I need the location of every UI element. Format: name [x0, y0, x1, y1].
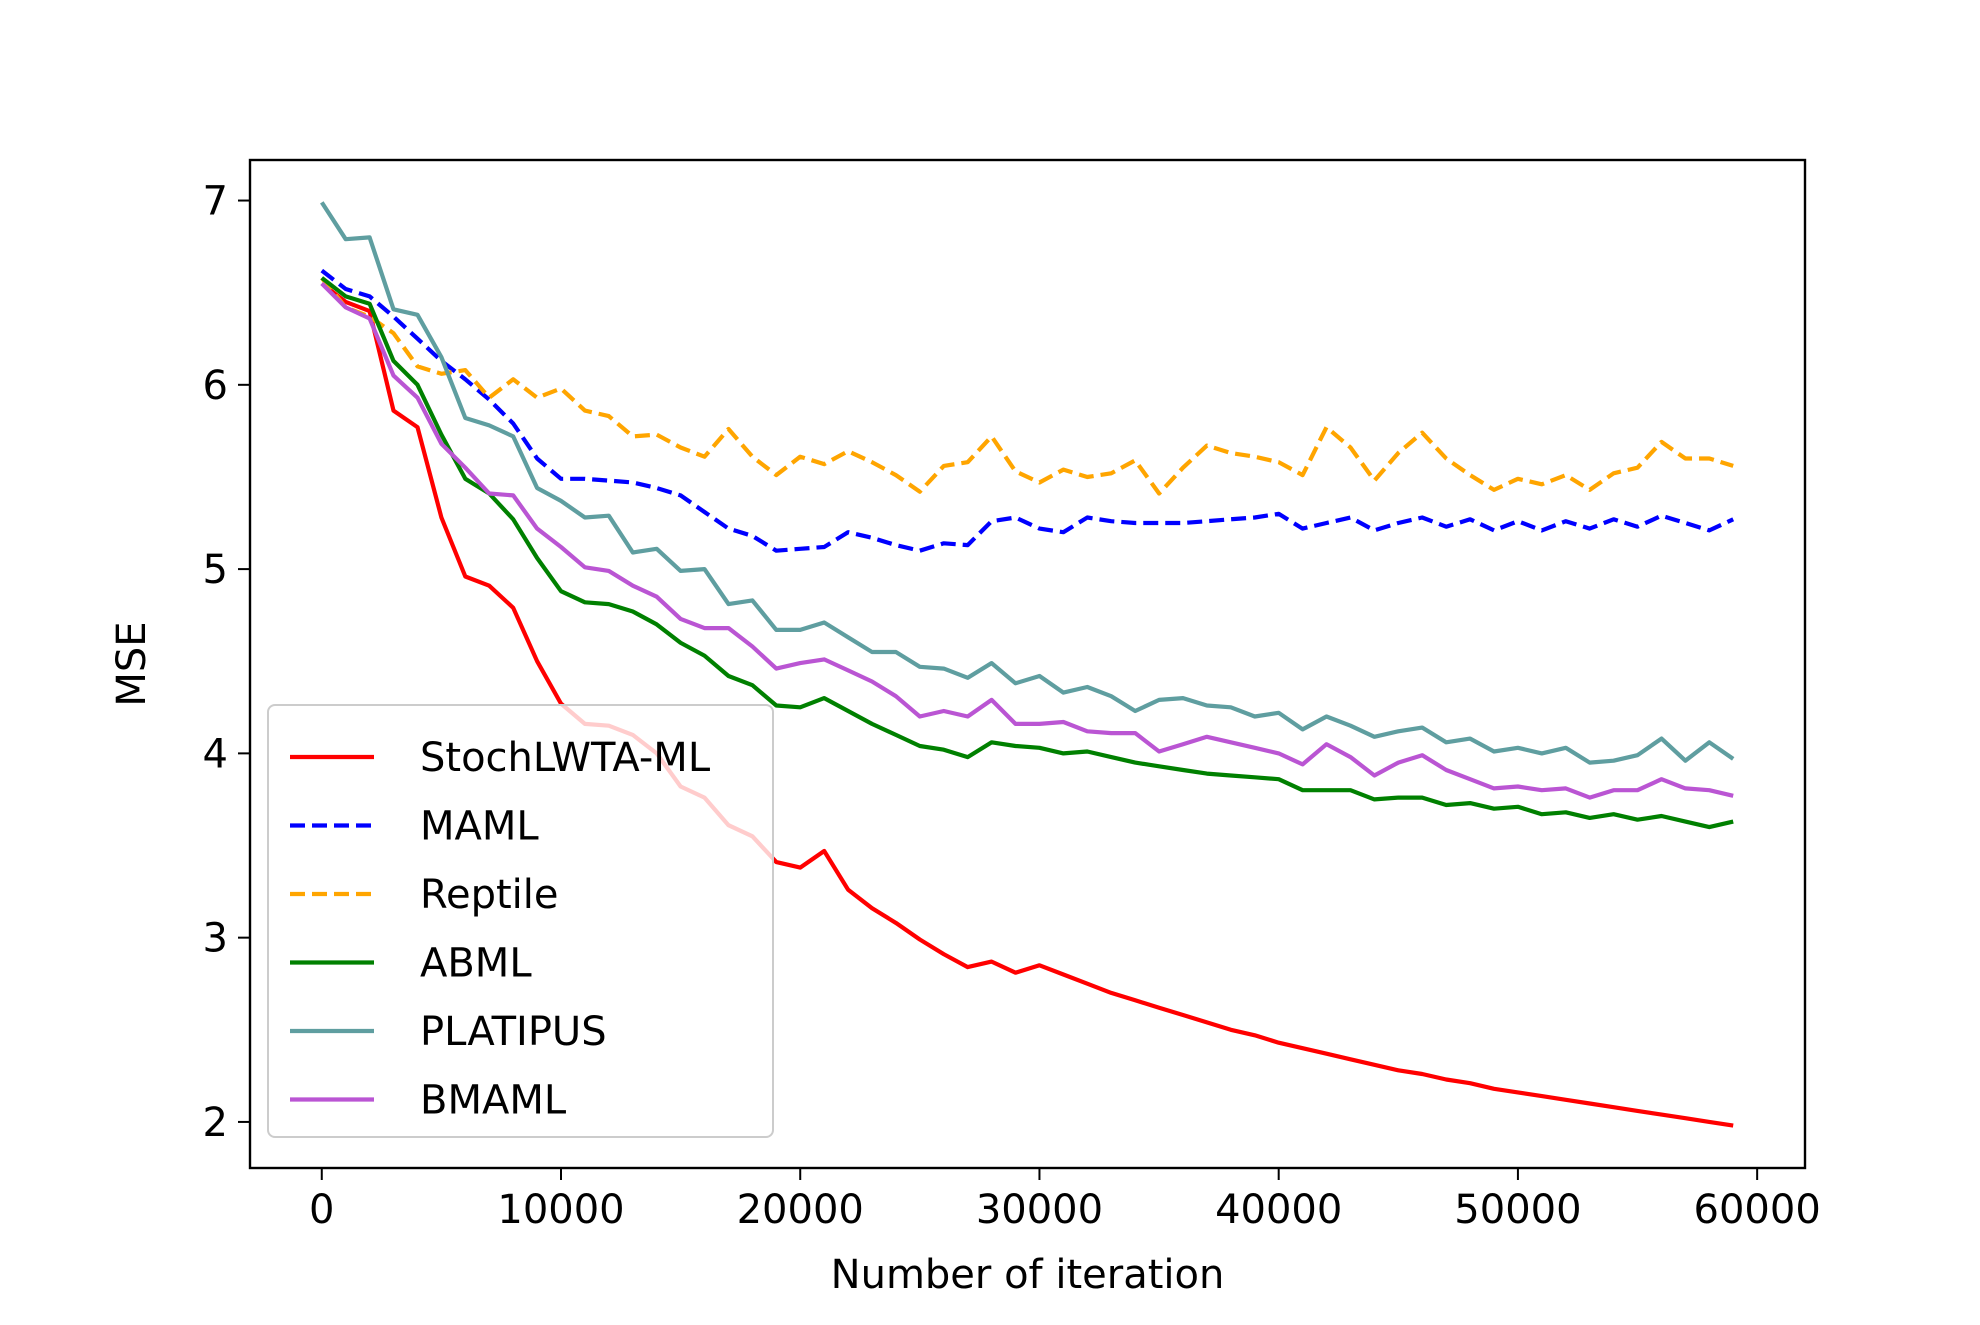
x-tick-label: 0: [309, 1187, 334, 1233]
series-line-maml: [320, 268, 1735, 553]
legend-label-platipus: PLATIPUS: [420, 1009, 607, 1055]
y-tick-label: 6: [203, 363, 228, 409]
legend-label-maml: MAML: [420, 804, 539, 850]
y-tick-label: 2: [203, 1100, 228, 1146]
y-tick-label: 7: [203, 179, 228, 225]
x-tick-label: 50000: [1454, 1187, 1581, 1233]
legend-label-reptile: Reptile: [420, 872, 559, 918]
x-axis-title: Number of iteration: [831, 1252, 1225, 1298]
x-tick-label: 30000: [976, 1187, 1103, 1233]
y-tick-label: 4: [203, 731, 228, 777]
x-axis: 0 10000 20000 30000 40000 50000 60000: [309, 1168, 1821, 1233]
series-layer: [320, 201, 1735, 1128]
y-tick-label: 3: [203, 916, 228, 962]
x-tick-label: 20000: [737, 1187, 864, 1233]
legend-label-abml: ABML: [420, 941, 532, 987]
series-line-platipus: [320, 201, 1735, 765]
series-line-stochlwta-ml: [320, 281, 1734, 1128]
legend-label-bmaml: BMAML: [420, 1078, 567, 1124]
plot-area-frame: [248, 158, 1807, 1170]
y-tick-label: 5: [203, 547, 228, 593]
legend: StochLWTA-ML MAML Reptile ABML PLATIPUS BMAML: [267, 704, 774, 1138]
y-axis: 2 3 4 5 6 7: [203, 179, 250, 1146]
x-tick-label: 60000: [1694, 1187, 1821, 1233]
series-line-reptile: [320, 276, 1734, 496]
series-line-bmaml: [320, 282, 1734, 800]
legend-label-stochlwta-ml: StochLWTA-ML: [420, 735, 711, 781]
x-tick-label: 10000: [497, 1187, 624, 1233]
y-axis-title: MSE: [109, 621, 155, 706]
x-tick-label: 40000: [1215, 1187, 1342, 1233]
legend-box: [267, 704, 774, 1138]
series-line-abml: [320, 276, 1734, 830]
